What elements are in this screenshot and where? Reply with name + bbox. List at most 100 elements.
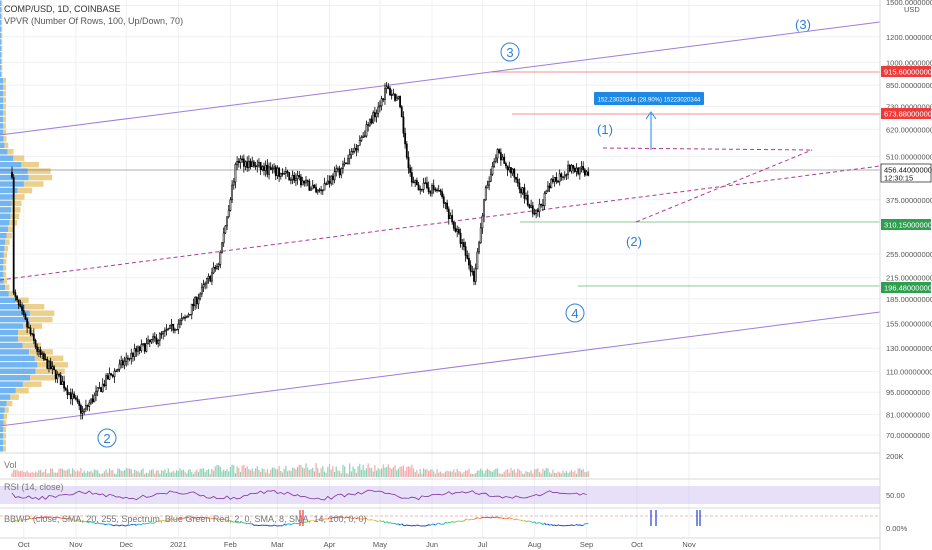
candle-body xyxy=(113,370,116,377)
vpvr-up-bar xyxy=(0,329,19,336)
vpvr-up-bar xyxy=(0,297,16,304)
measure-tool: 152.23020344 (28.90%) 15223020344 xyxy=(594,92,704,150)
volume-bar xyxy=(559,472,561,477)
volume-bar xyxy=(102,473,104,477)
vpvr-down-bar xyxy=(27,168,51,174)
bbwp-segment xyxy=(488,516,491,519)
price-tag-value: 456.44000000 xyxy=(884,166,932,175)
bbwp-segment xyxy=(500,517,503,519)
bbwp-segment xyxy=(142,522,145,525)
volume-bar xyxy=(424,469,426,477)
candle-body xyxy=(397,96,400,99)
x-tick-label: Nov xyxy=(69,540,83,549)
volume-bar xyxy=(355,472,357,477)
vpvr-down-bar xyxy=(11,207,21,213)
vpvr-down-bar xyxy=(3,278,7,284)
volume-bar xyxy=(354,468,356,477)
candle-body xyxy=(385,86,388,90)
volume-bar xyxy=(211,468,213,477)
volume-bar xyxy=(565,470,567,477)
volume-bar xyxy=(55,472,57,477)
volume-bar xyxy=(216,465,218,477)
bbwp-segment xyxy=(97,522,100,525)
vpvr-indicator-title[interactable]: VPVR (Number Of Rows, 100, Up/Down, 70) xyxy=(4,16,184,26)
candle-body xyxy=(444,202,447,205)
candle-body xyxy=(434,189,437,191)
candle-body xyxy=(216,266,218,269)
bbwp-segment xyxy=(344,516,347,519)
candle-body xyxy=(466,255,469,259)
wave-2-label-circle xyxy=(97,428,117,448)
vpvr-up-bar xyxy=(0,258,4,265)
volume-bar xyxy=(349,463,351,477)
volume-bar xyxy=(157,470,159,477)
bbwp-segment xyxy=(82,520,85,523)
x-tick-label: Nov xyxy=(682,540,696,549)
candle-body xyxy=(505,163,507,167)
candle-body xyxy=(405,143,408,158)
vpvr-up-bar xyxy=(0,148,8,155)
vpvr-down-bar xyxy=(3,446,7,452)
bbwp-segment xyxy=(396,523,399,525)
volume-bar xyxy=(522,473,524,477)
vpvr-down-bar xyxy=(3,136,7,142)
volume-bar xyxy=(265,472,267,477)
candle-body xyxy=(148,339,151,343)
candle-body xyxy=(573,168,576,172)
volume-bar xyxy=(404,470,406,477)
vpvr-up-bar xyxy=(0,84,4,90)
volume-bar xyxy=(339,470,341,477)
candle-body xyxy=(436,189,438,191)
volume-bar xyxy=(547,468,549,477)
volume-bar xyxy=(481,470,483,477)
candle-body xyxy=(239,158,242,163)
bbwp-segment xyxy=(514,518,517,521)
bbwp-segment xyxy=(57,516,60,519)
bbwp-segment xyxy=(579,524,582,526)
candle-body xyxy=(247,160,250,168)
vpvr-down-bar xyxy=(22,381,42,387)
symbol-title[interactable]: COMP/USD, 1D, COINBASE xyxy=(4,4,121,14)
bbwp-segment xyxy=(35,517,38,520)
bbwp-segment xyxy=(68,517,72,520)
wave-4-label: 4 xyxy=(571,306,578,321)
bbwp-segment xyxy=(16,519,19,522)
bbwp-segment xyxy=(374,519,377,522)
vpvr-down-bar xyxy=(8,291,17,297)
vpvr-down-bar xyxy=(7,226,15,232)
volume-bar xyxy=(251,468,253,477)
volume-bar xyxy=(364,470,366,477)
candle-body xyxy=(214,267,217,269)
candle-body xyxy=(152,336,155,340)
volume-bar xyxy=(379,469,381,477)
bbwp-segment xyxy=(55,516,58,519)
candle-body xyxy=(81,411,84,414)
vpvr-up-bar xyxy=(0,349,30,355)
bbwp-segment xyxy=(551,524,554,526)
bbwp-segment xyxy=(413,524,416,527)
candle-body xyxy=(489,173,492,182)
vpvr-down-bar xyxy=(1,6,3,13)
volume-bar xyxy=(207,469,210,477)
candle-body xyxy=(303,180,306,184)
volume-bar xyxy=(399,466,401,477)
candle-body xyxy=(205,278,208,284)
volume-bar xyxy=(118,468,121,477)
volume-bar xyxy=(352,466,354,477)
candle-body xyxy=(578,167,581,175)
volume-bar xyxy=(122,471,124,477)
vpvr-up-bar xyxy=(0,310,30,316)
bbwp-segment xyxy=(466,518,470,521)
volume-bar xyxy=(206,470,208,477)
volume-bar xyxy=(145,472,147,477)
vpvr-up-bar xyxy=(0,446,4,452)
rsi-line xyxy=(11,489,587,501)
bbwp-segment xyxy=(144,522,147,525)
candle-body xyxy=(580,166,583,169)
candle-body xyxy=(516,178,519,184)
volume-bar xyxy=(320,468,322,477)
bbwp-segment xyxy=(354,517,357,520)
bbwp-segment xyxy=(89,521,92,523)
volume-bar xyxy=(103,471,105,477)
